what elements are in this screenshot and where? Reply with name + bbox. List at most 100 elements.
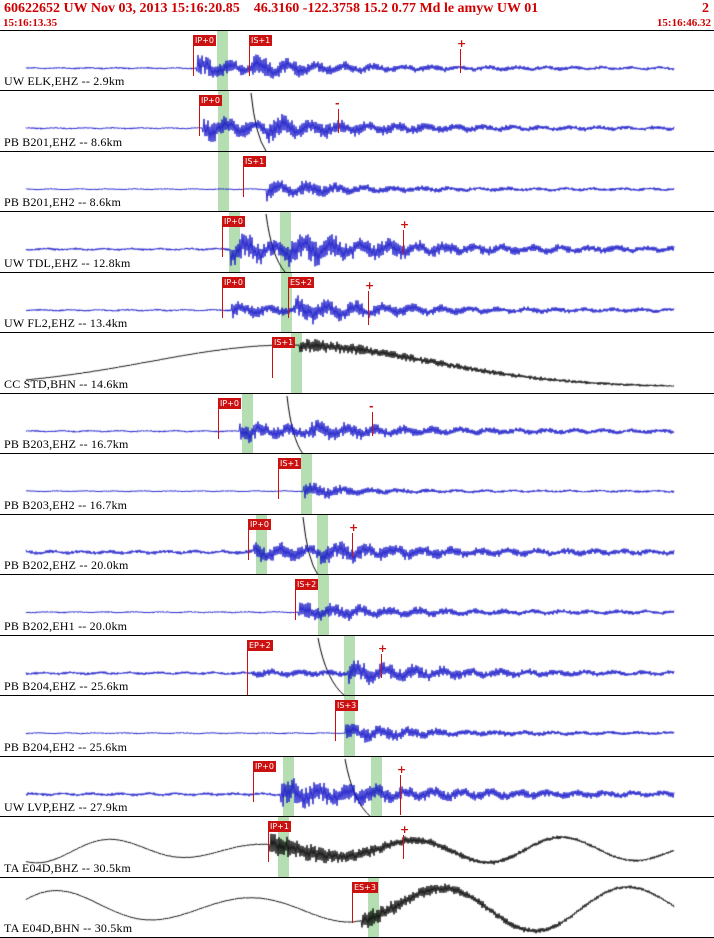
- page-flag: 2: [702, 1, 709, 16]
- event-header: 60622652 UW Nov 03, 2013 15:16:20.85 46.…: [0, 0, 714, 30]
- pick-line: [295, 588, 296, 621]
- waveform-canvas[interactable]: [0, 817, 714, 877]
- pick-flag[interactable]: EP+2: [247, 639, 273, 651]
- window-start-time: 15:16:13.35: [3, 17, 58, 29]
- trace-label: UW TDL,EHZ -- 12.8km: [4, 255, 131, 270]
- trace-label: PB B203,EH2 -- 16.7km: [4, 497, 128, 512]
- waveform-canvas[interactable]: [0, 514, 714, 575]
- trace-row: IS+2 PB B202,EH1 -- 20.0km: [0, 575, 714, 636]
- window-end-time: 15:16:46.32: [656, 17, 711, 29]
- polarity-marker[interactable]: +: [397, 762, 407, 776]
- polarity-marker[interactable]: -: [335, 97, 340, 111]
- pick-line: [278, 467, 279, 500]
- trace-label: UW FL2,EHZ -- 13.4km: [4, 316, 128, 331]
- waveform-canvas[interactable]: [0, 333, 714, 393]
- pick-line: [199, 104, 200, 137]
- waveform-canvas[interactable]: [0, 272, 714, 333]
- pick-flag[interactable]: IP+0: [193, 35, 216, 46]
- waveform-canvas[interactable]: [0, 393, 714, 454]
- pick-flag[interactable]: IP+0: [248, 518, 271, 530]
- polarity-marker[interactable]: +: [457, 37, 467, 50]
- pick-flag[interactable]: IS+2: [295, 579, 319, 591]
- trace-label: PB B202,EHZ -- 20.0km: [4, 558, 129, 573]
- waveform-canvas[interactable]: [0, 212, 714, 272]
- trace-row: IP+0 + UW TDL,EHZ -- 12.8km: [0, 212, 714, 273]
- pick-line: [243, 164, 244, 197]
- trace-label: PB B204,EHZ -- 25.6km: [4, 679, 129, 694]
- event-summary: 60622652 UW Nov 03, 2013 15:16:20.85 46.…: [4, 1, 539, 16]
- pick-line: [268, 830, 269, 863]
- pick-line: [247, 648, 248, 696]
- pick-flag[interactable]: IS+1: [272, 337, 296, 349]
- waveform-canvas[interactable]: [0, 756, 714, 817]
- pick-flag[interactable]: IS+3: [335, 700, 359, 712]
- trace-row: EP+2 + PB B204,EHZ -- 25.6km: [0, 635, 714, 697]
- polarity-marker[interactable]: +: [400, 823, 410, 837]
- pick-line: [288, 285, 289, 318]
- traces-panel: IP+0 IS+1 + UW ELK,EHZ -- 2.9km IP+0 - PB B201…: [0, 30, 714, 938]
- trace-row: IP+0 + UW LVP,EHZ -- 27.9km: [0, 756, 714, 818]
- trace-row: IP+0 ES+2 + UW FL2,EHZ -- 13.4km: [0, 272, 714, 334]
- polarity-marker[interactable]: +: [378, 641, 388, 655]
- pick-line: [193, 44, 194, 76]
- pick-flag[interactable]: IS+1: [243, 155, 267, 167]
- trace-row: IP+0 IS+1 + UW ELK,EHZ -- 2.9km: [0, 31, 714, 92]
- trace-row: IS+1 PB B201,EH2 -- 8.6km: [0, 151, 714, 213]
- pick-flag[interactable]: ES+2: [288, 276, 314, 288]
- pick-line: [218, 406, 219, 439]
- marker-line: [403, 835, 404, 860]
- trace-label: PB B201,EHZ -- 8.6km: [4, 134, 123, 149]
- pick-line: [272, 346, 273, 379]
- pick-line: [248, 527, 249, 560]
- trace-label: CC STD,BHN -- 14.6km: [4, 376, 129, 391]
- pick-flag[interactable]: ES+3: [352, 881, 378, 893]
- trace-row: IP+0 - PB B201,EHZ -- 8.6km: [0, 91, 714, 152]
- waveform-canvas[interactable]: [0, 575, 714, 635]
- pick-flag[interactable]: IP+0: [222, 276, 245, 288]
- marker-line: [368, 290, 369, 325]
- pick-line: [335, 709, 336, 742]
- pick-flag[interactable]: IP+0: [253, 760, 276, 772]
- pick-flag[interactable]: IS+1: [249, 35, 273, 46]
- polarity-marker[interactable]: -: [369, 399, 374, 413]
- marker-line: [338, 109, 339, 134]
- marker-line: [460, 49, 461, 73]
- trace-label: PB B201,EH2 -- 8.6km: [4, 195, 122, 210]
- trace-row: IS+1 PB B203,EH2 -- 16.7km: [0, 454, 714, 515]
- trace-label: PB B204,EH2 -- 25.6km: [4, 739, 128, 754]
- pick-flag[interactable]: IP+1: [268, 821, 291, 833]
- pick-flag[interactable]: IP+0: [222, 216, 245, 228]
- trace-label: PB B203,EHZ -- 16.7km: [4, 437, 129, 452]
- waveform-canvas[interactable]: [0, 91, 714, 151]
- trace-label: TA E04D,BHZ -- 30.5km: [4, 860, 131, 875]
- waveform-canvas[interactable]: [0, 151, 714, 212]
- marker-line: [403, 230, 404, 255]
- trace-row: ES+3 TA E04D,BHN -- 30.5km: [0, 877, 714, 938]
- waveform-canvas[interactable]: [0, 454, 714, 514]
- pick-line: [222, 285, 223, 318]
- marker-line: [352, 532, 353, 557]
- trace-label: TA E04D,BHN -- 30.5km: [4, 921, 133, 936]
- trace-label: UW ELK,EHZ -- 2.9km: [4, 74, 125, 89]
- trace-label: PB B202,EH1 -- 20.0km: [4, 618, 128, 633]
- pick-flag[interactable]: IP+0: [199, 95, 222, 107]
- pick-line: [253, 769, 254, 802]
- polarity-marker[interactable]: +: [400, 218, 410, 232]
- marker-line: [400, 774, 401, 815]
- pick-line: [249, 44, 250, 76]
- trace-row: IP+0 - PB B203,EHZ -- 16.7km: [0, 393, 714, 455]
- trace-row: IP+1 + TA E04D,BHZ -- 30.5km: [0, 817, 714, 878]
- marker-line: [381, 653, 382, 678]
- trace-row: IS+1 CC STD,BHN -- 14.6km: [0, 333, 714, 394]
- pick-line: [352, 890, 353, 923]
- pick-flag[interactable]: IS+1: [278, 458, 302, 470]
- waveform-canvas[interactable]: [0, 635, 714, 696]
- trace-row: IP+0 + PB B202,EHZ -- 20.0km: [0, 514, 714, 576]
- pick-flag[interactable]: IP+0: [218, 397, 241, 409]
- polarity-marker[interactable]: +: [365, 278, 375, 292]
- marker-line: [372, 411, 373, 436]
- waveform-canvas[interactable]: [0, 31, 714, 91]
- pick-line: [222, 225, 223, 258]
- polarity-marker[interactable]: +: [349, 520, 359, 534]
